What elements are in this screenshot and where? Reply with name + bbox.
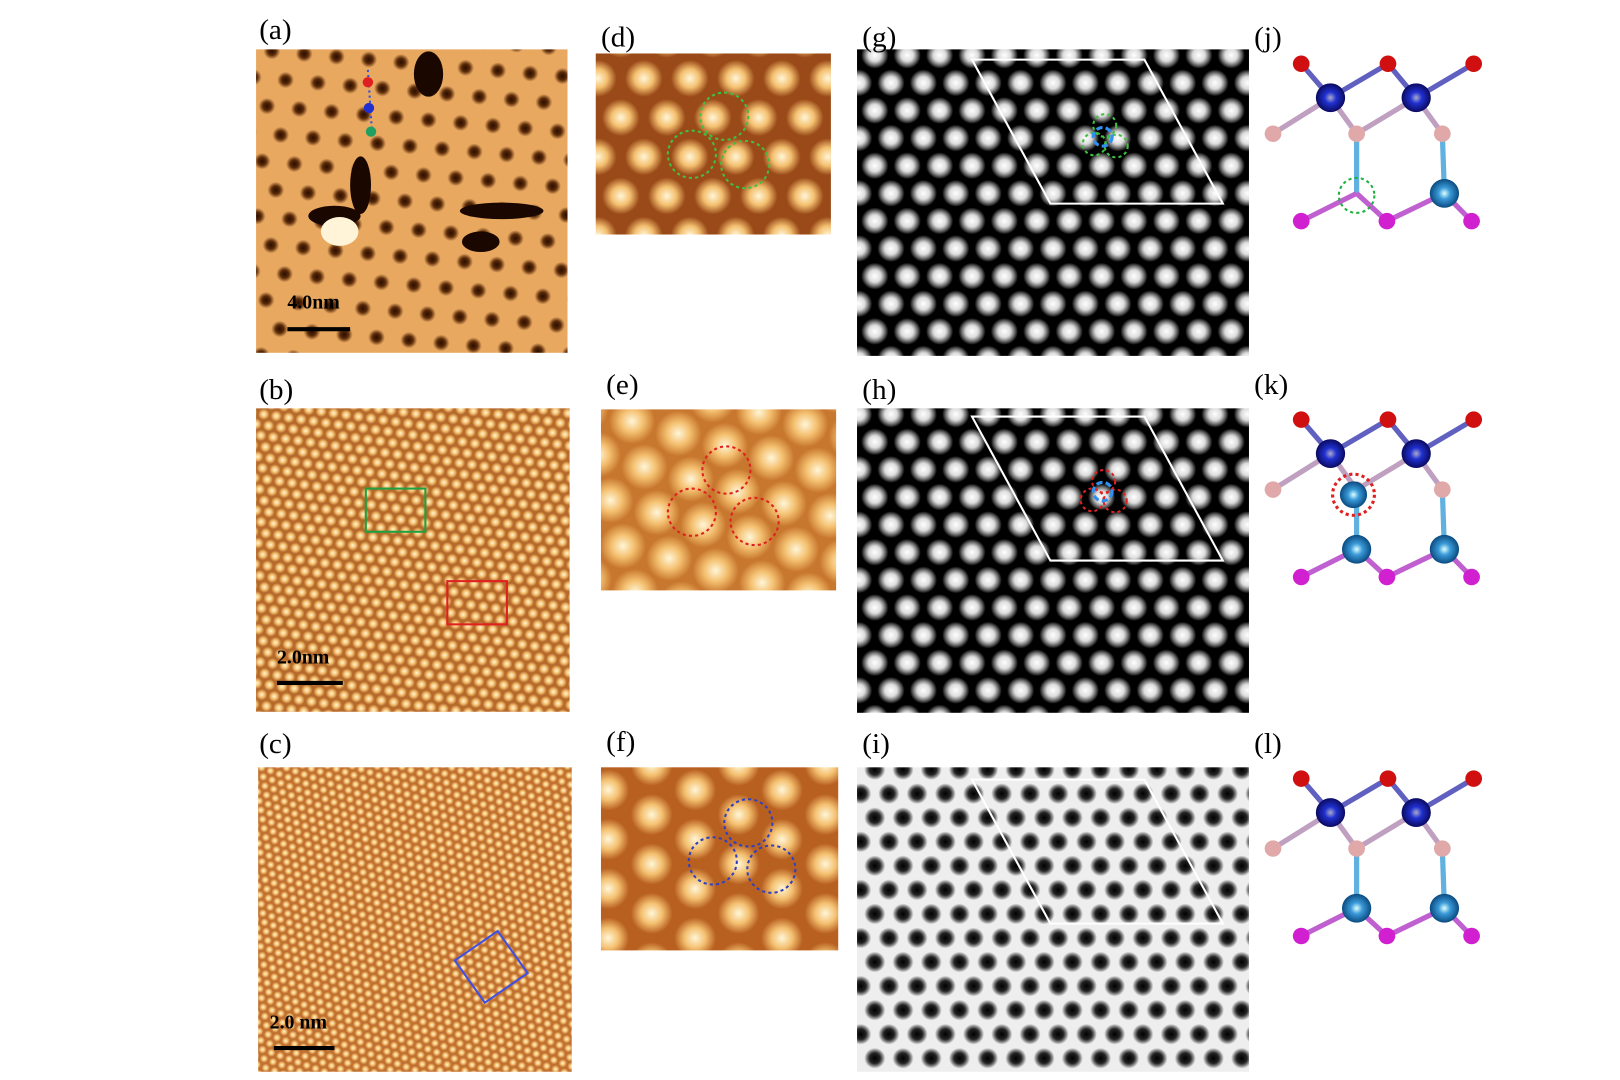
highlight-circle	[723, 798, 774, 848]
atom	[1341, 893, 1372, 923]
atom	[1433, 840, 1451, 857]
bond	[1300, 191, 1358, 224]
highlight-circle	[746, 844, 797, 894]
unit-cell	[970, 415, 1225, 562]
atom	[1379, 55, 1397, 72]
bright-region	[320, 217, 359, 246]
panel-label: (d)	[601, 21, 635, 53]
unit-cell	[970, 778, 1225, 925]
atom	[1378, 927, 1396, 945]
atom	[1292, 55, 1310, 72]
atom	[1378, 568, 1396, 586]
panel-label: (f)	[606, 726, 635, 758]
defect	[459, 202, 544, 220]
atom	[1292, 770, 1310, 787]
atom	[1292, 212, 1310, 230]
highlight-circle	[720, 139, 771, 190]
highlight-circle	[687, 836, 738, 886]
panel-label: (a)	[259, 14, 291, 46]
micrograph	[600, 767, 839, 951]
atom	[1465, 770, 1483, 787]
atom	[1463, 568, 1480, 586]
highlight-circle	[1103, 133, 1129, 159]
vacancy-circle	[1337, 176, 1376, 214]
defect	[461, 231, 500, 252]
atom	[1315, 798, 1346, 827]
marker	[363, 102, 375, 114]
highlight-circle	[666, 129, 717, 179]
highlight-circle	[1091, 480, 1114, 503]
defect	[350, 156, 372, 214]
atom	[1433, 481, 1451, 498]
atom	[1315, 83, 1346, 113]
panel-label: (b)	[259, 374, 293, 406]
scale-bar-label: 2.0nm	[277, 647, 330, 669]
box	[446, 580, 508, 626]
atom	[1463, 927, 1480, 945]
micrograph	[857, 767, 1249, 1072]
atom	[1292, 568, 1310, 586]
scale-bar-label: 2.0 nm	[270, 1012, 328, 1034]
scale-bar-label: 4.0nm	[287, 292, 340, 314]
panel-label: (h)	[862, 374, 896, 406]
panel-label: (e)	[606, 369, 638, 401]
atom	[1429, 893, 1460, 923]
marker	[365, 126, 377, 137]
panel-label: (l)	[1254, 728, 1282, 760]
atom	[1292, 411, 1310, 428]
atom	[1465, 411, 1483, 428]
atom	[1315, 439, 1346, 468]
interstitial-circle	[1331, 472, 1376, 517]
box	[453, 929, 530, 1005]
highlight-circle	[1091, 469, 1117, 494]
highlight-circle	[701, 445, 752, 495]
highlight-circle	[1092, 113, 1118, 138]
panel-label: (i)	[862, 728, 890, 760]
atom	[1341, 534, 1372, 564]
atom	[1264, 840, 1282, 857]
atom	[1339, 481, 1368, 509]
highlight-circle	[1102, 488, 1128, 514]
atom	[1429, 534, 1460, 564]
marker	[362, 77, 374, 88]
atom	[1379, 770, 1397, 787]
atom	[1348, 840, 1365, 857]
box	[364, 487, 427, 533]
atom	[1429, 178, 1460, 208]
atom	[1463, 212, 1480, 230]
micrograph	[256, 408, 570, 712]
highlight-circle	[729, 496, 780, 547]
atom	[1348, 125, 1365, 142]
highlight-circle	[666, 487, 717, 537]
atom	[1264, 481, 1282, 498]
panel-label: (j)	[1254, 21, 1282, 53]
highlight-circle	[1091, 125, 1114, 148]
micrograph	[258, 767, 572, 1072]
micrograph	[600, 409, 837, 591]
panel-label: (c)	[259, 728, 291, 760]
atom	[1379, 411, 1397, 428]
atom	[1433, 125, 1451, 142]
atom	[1378, 212, 1396, 230]
atom	[1264, 125, 1282, 142]
highlight-circle	[699, 91, 750, 141]
atom	[1401, 83, 1431, 113]
atom	[1292, 927, 1310, 945]
panel-label: (g)	[862, 21, 896, 53]
atom	[1401, 439, 1431, 468]
defect	[413, 51, 444, 97]
panel-label: (k)	[1254, 369, 1288, 401]
atom	[1465, 55, 1483, 72]
micrograph	[256, 49, 568, 353]
atom	[1401, 798, 1431, 827]
unit-cell	[970, 58, 1225, 205]
